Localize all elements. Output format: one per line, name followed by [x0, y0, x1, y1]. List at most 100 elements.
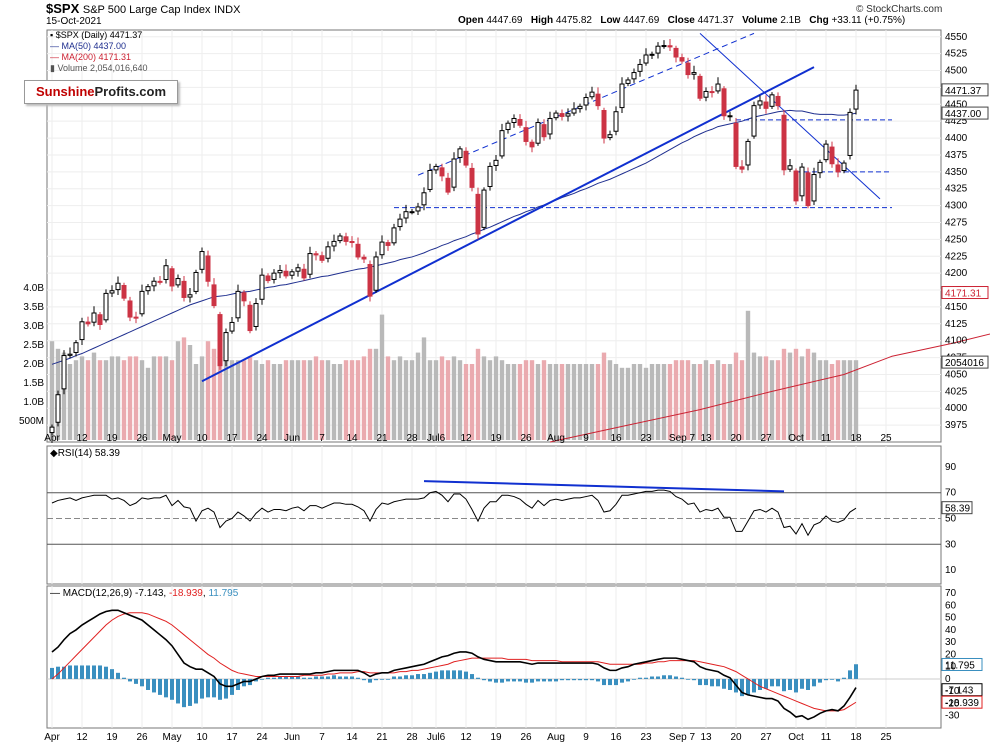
macd-histogram-bar — [200, 678, 204, 699]
price-tick-label: 4125 — [945, 319, 968, 330]
volume-bar — [469, 364, 475, 440]
macd-histogram-bar — [830, 678, 834, 680]
macd-histogram-bar — [326, 676, 330, 679]
volume-bar — [463, 364, 469, 440]
candle-body — [583, 97, 589, 106]
volume-bar — [775, 360, 781, 440]
volume-bar — [673, 360, 679, 440]
candles — [49, 38, 859, 436]
price-legend: ▪ $SPX (Daily) 4471.37 — MA(50) 4437.00 … — [50, 30, 148, 74]
candle-body — [139, 290, 145, 315]
volume-bar — [481, 356, 487, 440]
axis-labels: 3975400040254050407541004125415041754200… — [19, 32, 989, 743]
candle-body — [151, 280, 157, 287]
trend-annotations — [201, 32, 892, 383]
candle-body — [331, 240, 337, 247]
macd-histogram-bar — [170, 678, 174, 700]
date-tick-label: Oct — [788, 433, 804, 444]
rsi-tag-box — [941, 501, 973, 515]
macd-histogram-bar — [140, 678, 144, 687]
volume-bar — [721, 364, 727, 440]
date-tick-label-bottom: 18 — [850, 732, 862, 743]
candle-body — [481, 189, 487, 228]
date-tick-label: 27 — [760, 433, 772, 444]
date-tick-label-bottom: Apr — [44, 732, 60, 743]
macd-histogram-bar — [638, 677, 642, 679]
volume-bar — [145, 367, 151, 440]
macd-histogram-bar — [56, 666, 60, 679]
macd-histogram-bar — [80, 665, 84, 679]
macd-histogram-bar — [104, 666, 108, 679]
candle-body — [187, 294, 193, 298]
macd-tag-box — [941, 695, 983, 709]
macd-histogram-bar — [368, 678, 372, 683]
volume-bar — [787, 352, 793, 440]
macd-histogram-bar — [518, 678, 522, 682]
candle-body — [469, 167, 475, 188]
macd-histogram-bar — [98, 665, 102, 679]
candle-body — [235, 290, 241, 319]
candle-body — [145, 286, 151, 292]
volume-bar — [685, 360, 691, 440]
volume-bar — [127, 356, 133, 440]
volume-bar — [445, 360, 451, 440]
candle-body — [457, 148, 463, 158]
volume-tick-label: 4.0B — [23, 283, 44, 294]
macd-histogram-bar — [584, 678, 588, 681]
candle-body — [679, 57, 685, 62]
candle-body — [775, 95, 781, 107]
macd-histogram-bar — [314, 676, 318, 679]
macd-histogram-bar — [302, 677, 306, 679]
volume-bar — [433, 360, 439, 440]
date-tick-label: 7 — [319, 433, 325, 444]
candle-body — [409, 211, 415, 214]
candle-body — [691, 72, 697, 75]
volume-bar — [799, 356, 805, 440]
volume-bar — [553, 364, 559, 440]
macd-histogram-bar — [788, 678, 792, 690]
macd-histogram-bar — [374, 678, 378, 681]
date-tick-label-bottom: Oct — [788, 732, 804, 743]
candle-body — [823, 143, 829, 161]
date-tick-label-bottom: 21 — [376, 732, 388, 743]
volume-tick-label: 3.5B — [23, 302, 44, 313]
candle-body — [757, 100, 763, 106]
panel-frame-0 — [46, 29, 942, 443]
macd-histogram-bar — [398, 676, 402, 679]
candle-body — [739, 166, 745, 170]
volume-bar — [211, 348, 217, 440]
rsi-tick-label: 10 — [945, 565, 957, 576]
macd-label: — MACD(12,26,9) -7.143, -18.939, 11.795 — [50, 588, 239, 599]
volume-bar — [661, 364, 667, 440]
date-tick-label: 13 — [700, 433, 712, 444]
date-tick-label: 23 — [640, 433, 652, 444]
candle-body — [811, 174, 817, 202]
candle-body — [745, 140, 751, 166]
macd-tick-label: -30 — [945, 711, 960, 722]
candle-body — [415, 206, 421, 212]
candle-body — [505, 122, 511, 131]
macd-histogram-bar — [242, 678, 246, 687]
candle-body — [349, 241, 355, 244]
macd-histogram-bar — [362, 678, 366, 681]
candle-body — [49, 426, 55, 434]
date-tick-label-bottom: 12 — [76, 732, 88, 743]
macd-histogram-bar — [698, 678, 702, 686]
macd-histogram-bar — [404, 675, 408, 679]
candle-body — [667, 45, 673, 48]
candle-body — [571, 108, 577, 114]
macd-histogram-bar — [662, 675, 666, 679]
macd-tick-label: 30 — [945, 637, 957, 648]
volume-bar — [331, 364, 337, 440]
volume-bar — [97, 360, 103, 440]
candle-body — [157, 280, 163, 283]
macd-histogram-bar — [284, 676, 288, 679]
macd-histogram-bar — [794, 678, 798, 693]
volume-bar — [169, 360, 175, 440]
candle-body — [613, 111, 619, 132]
date-tick-label: 24 — [256, 433, 268, 444]
volume-bar — [109, 356, 115, 440]
date-tick-label: 18 — [850, 433, 862, 444]
volume-bar — [739, 360, 745, 440]
macd-histogram-bar — [428, 672, 432, 679]
